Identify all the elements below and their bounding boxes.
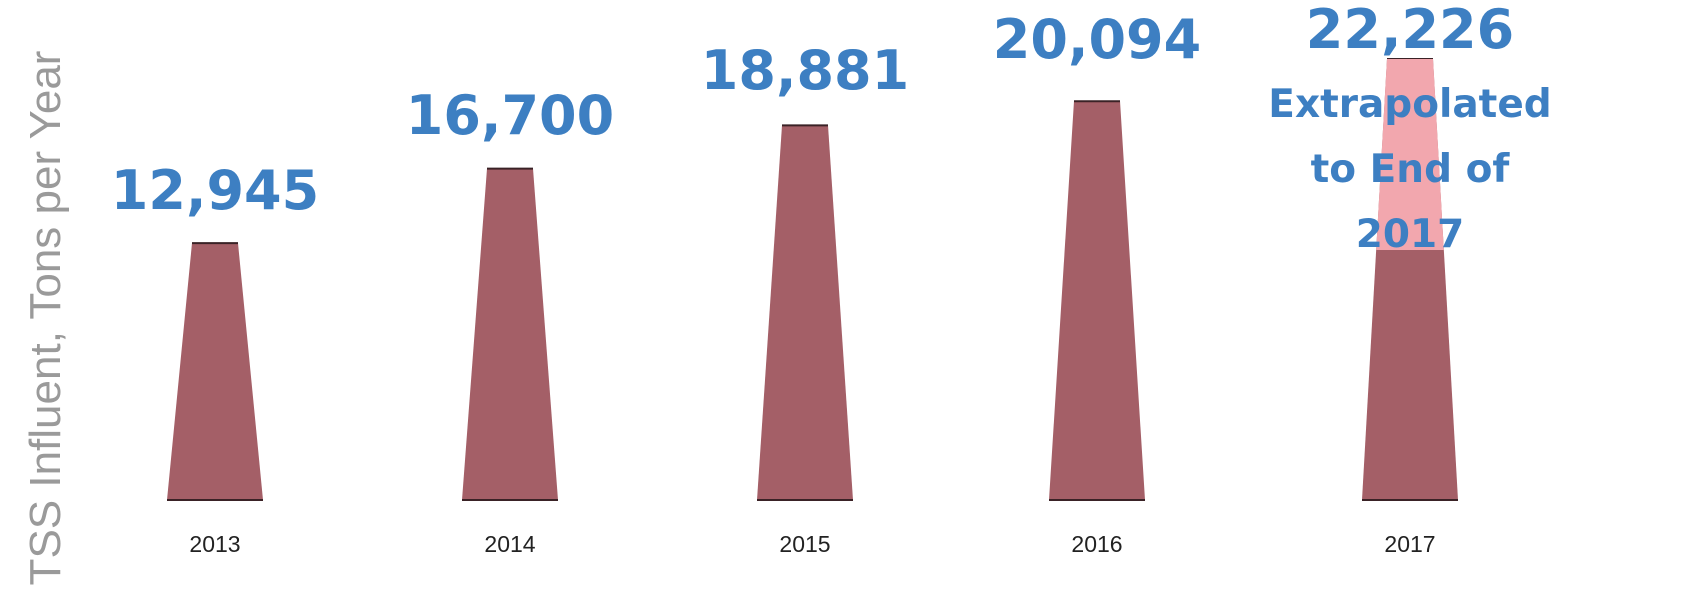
bar-2014 (462, 168, 558, 500)
x-tick-label-2015: 2015 (779, 531, 830, 557)
bar-2015 (757, 125, 853, 500)
value-label-2017: 22,226 (1306, 0, 1514, 61)
x-tick-label-2016: 2016 (1071, 531, 1122, 557)
bar-highlight-2017 (1376, 59, 1444, 250)
annotation-line-2: to End of (1311, 147, 1511, 192)
annotation-line-1: Extrapolated (1268, 82, 1551, 127)
x-tick-label-2017: 2017 (1384, 531, 1435, 557)
bar-2013 (167, 243, 263, 500)
value-label-2016: 20,094 (993, 8, 1201, 71)
bar-2016 (1049, 101, 1145, 501)
annotations-group: Extrapolated to End of 2017 (1268, 82, 1551, 257)
y-axis-label: TSS Influent, Tons per Year (21, 51, 70, 586)
bars-group (167, 58, 1458, 501)
x-tick-label-2013: 2013 (189, 531, 240, 557)
x-tick-label-2014: 2014 (484, 531, 535, 557)
value-label-2014: 16,700 (406, 84, 614, 147)
tick-labels-group: 2013 2014 2015 2016 2017 (189, 531, 1435, 557)
annotation-line-3: 2017 (1356, 212, 1465, 257)
value-label-2015: 18,881 (701, 39, 909, 102)
value-labels-group: 12,945 16,700 18,881 20,094 22,226 (111, 0, 1514, 222)
value-label-2013: 12,945 (111, 159, 319, 222)
